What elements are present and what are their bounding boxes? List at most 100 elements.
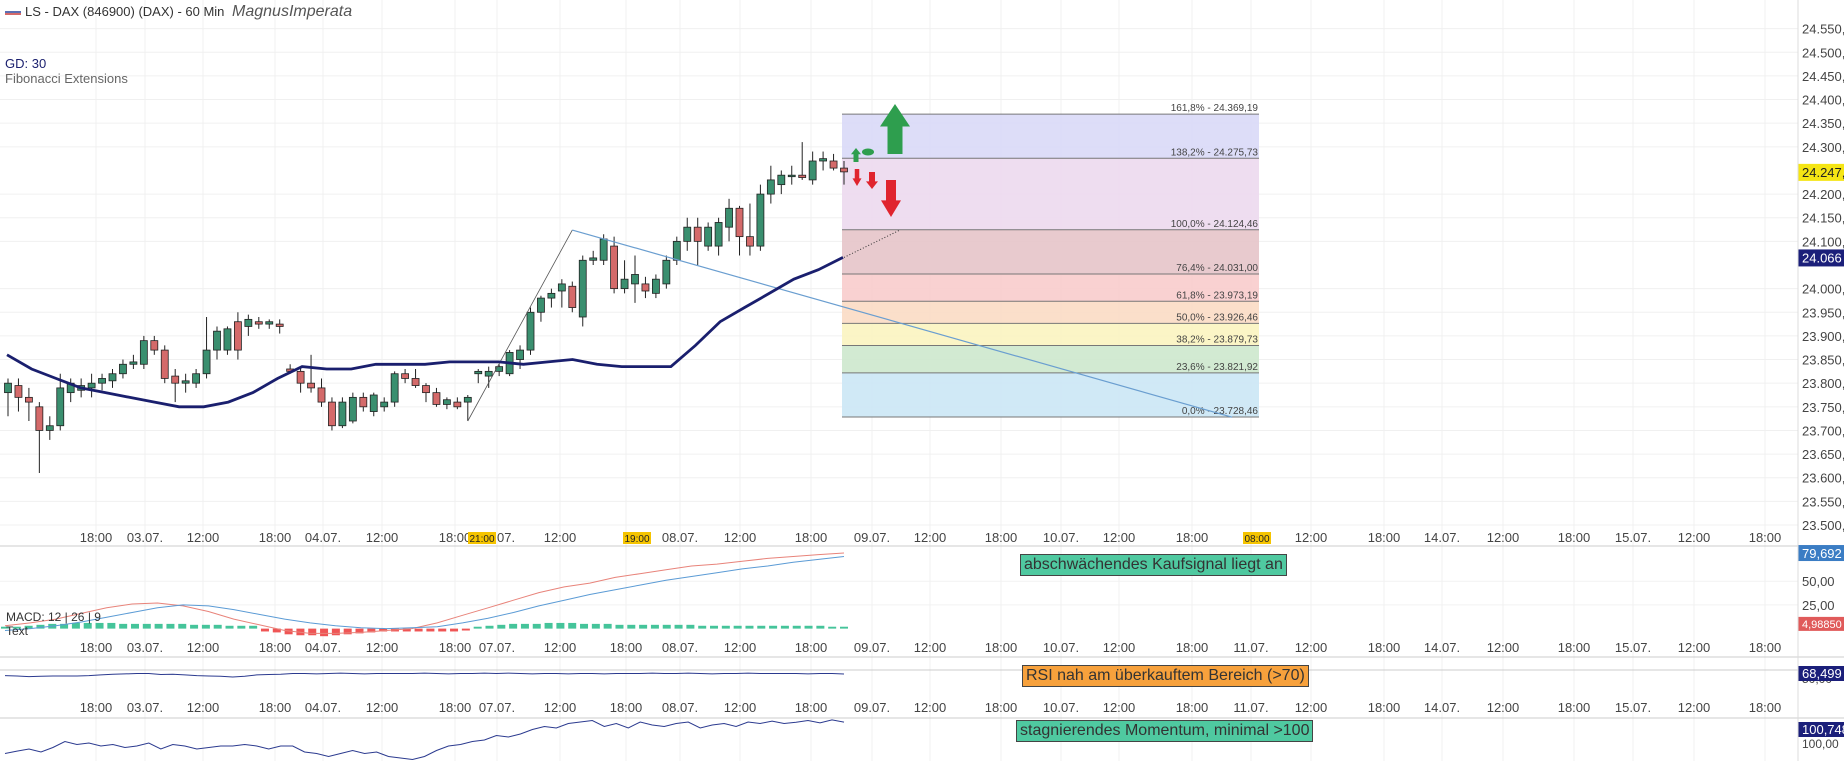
macd-x-tick-label: 18:00 <box>610 640 643 655</box>
macd-x-tick-label: 18:00 <box>1749 640 1782 655</box>
candle-body <box>725 207 733 228</box>
macd-histogram-bar <box>60 623 69 629</box>
candle-body <box>672 240 681 261</box>
macd-x-tick-label: 12:00 <box>187 640 220 655</box>
candle-body <box>45 425 54 431</box>
macd-histogram-bar <box>721 625 730 629</box>
candle-body <box>808 160 817 181</box>
macd-histogram-bar <box>461 628 470 631</box>
chart-title: LS - DAX (846900) (DAX) - 60 Min <box>25 4 225 19</box>
x-tick-label: 04.07. <box>305 530 341 545</box>
macd-histogram-bar <box>733 625 742 629</box>
rsi-x-tick-label: 18:00 <box>985 700 1018 715</box>
macd-x-tick-label: 08.07. <box>662 640 698 655</box>
x-tick-label: 15.07. <box>1615 530 1651 545</box>
x-tick-highlight-label: 08:00 <box>1244 534 1269 545</box>
rsi-x-tick-label: 18:00 <box>1368 700 1401 715</box>
x-tick-label: 12:00 <box>1487 530 1520 545</box>
candle-body <box>129 361 138 365</box>
rsi-x-tick-label: 12:00 <box>366 700 399 715</box>
candle-body <box>798 174 807 178</box>
candle-body <box>359 396 368 408</box>
y-tick-label: 24.300, <box>1802 140 1844 155</box>
rsi-line <box>4 672 845 678</box>
candle-body <box>714 222 723 247</box>
macd-histogram-bar <box>237 625 246 629</box>
macd-x-tick-label: 18:00 <box>795 640 828 655</box>
macd-line <box>4 552 845 634</box>
macd-histogram-bar <box>615 624 624 629</box>
macd-value-tag <box>1798 545 1844 562</box>
candle-body <box>463 396 472 403</box>
candle-body <box>610 245 618 290</box>
x-tick-label: 12:00 <box>366 530 399 545</box>
fib-level-label: 50,0% - 23.926,46 <box>1176 312 1258 323</box>
rsi-x-tick-label: 18:00 <box>259 700 292 715</box>
macd-histogram-bar <box>119 623 128 629</box>
candle-body <box>390 373 399 403</box>
fib-level-label: 138,2% - 24.275,73 <box>1171 147 1259 158</box>
macd-histogram-bar <box>532 623 541 629</box>
y-tick-label: 23.600, <box>1802 471 1844 486</box>
small-down-arrow-icon <box>852 169 862 186</box>
x-tick-highlight <box>1243 532 1271 544</box>
candle-body <box>453 401 462 408</box>
macd-histogram-bar <box>260 628 269 632</box>
macd-x-tick-label: 18:00 <box>259 640 292 655</box>
macd-histogram-bar <box>580 623 589 629</box>
candle-body <box>599 238 608 261</box>
large-up-arrow-icon <box>880 104 910 154</box>
candle-body <box>14 385 23 398</box>
price-tag <box>1798 249 1844 267</box>
candle-body <box>787 174 796 178</box>
y-tick-label: 23.900, <box>1802 329 1844 344</box>
candle-body <box>568 285 577 308</box>
candle-body <box>829 160 838 169</box>
candle-body <box>223 328 232 351</box>
macd-histogram-bar <box>142 623 151 629</box>
candle-body <box>348 396 357 422</box>
macd-histogram-bar <box>520 623 529 629</box>
rsi-signal-badge: RSI nah am überkauftem Bereich (>70) <box>1022 665 1309 687</box>
macd-x-tick-label: 18:00 <box>985 640 1018 655</box>
moving-average-line <box>6 256 844 409</box>
candle-body <box>119 363 127 375</box>
macd-histogram-bar <box>166 623 175 629</box>
macd-histogram-bar <box>710 625 719 629</box>
candle-body <box>819 158 827 162</box>
candle-body <box>192 373 201 384</box>
fib-level-label: 61,8% - 23.973,19 <box>1176 290 1258 301</box>
rsi-x-tick-label: 18:00 <box>439 700 472 715</box>
candle-body <box>401 373 410 379</box>
macd-histogram-bar <box>95 622 104 629</box>
candle-body <box>683 226 692 242</box>
macd-signal-line <box>4 556 845 631</box>
candle-body <box>693 226 702 242</box>
macd-histogram-bar <box>686 624 695 629</box>
rsi-x-tick-label: 14.07. <box>1424 700 1460 715</box>
candle-body <box>537 297 545 313</box>
macd-histogram-bar <box>178 623 187 629</box>
x-tick-label: 12:00 <box>1103 530 1136 545</box>
macd-histogram-bar <box>24 625 33 629</box>
x-tick-label: 12:00 <box>724 530 757 545</box>
candle-body <box>578 259 587 318</box>
price-tag-label: 24.066 <box>1802 250 1842 265</box>
candle-body <box>317 387 326 403</box>
rsi-x-tick-label: 12:00 <box>1678 700 1711 715</box>
macd-histogram-bar <box>308 628 317 636</box>
macd-x-tick-label: 12:00 <box>544 640 577 655</box>
projection-dots <box>843 229 901 258</box>
macd-histogram-bar <box>591 623 600 629</box>
candle-body <box>296 370 305 384</box>
x-tick-label: 12:00 <box>1678 530 1711 545</box>
x-tick-label: 09.07. <box>854 530 890 545</box>
y-tick-label: 24.400, <box>1802 93 1844 108</box>
candle-body <box>254 321 263 325</box>
macd-histogram-bar <box>355 628 364 634</box>
candle-body <box>484 370 493 377</box>
macd-histogram-bar <box>816 625 825 629</box>
macd-x-tick-label: 18:00 <box>80 640 113 655</box>
